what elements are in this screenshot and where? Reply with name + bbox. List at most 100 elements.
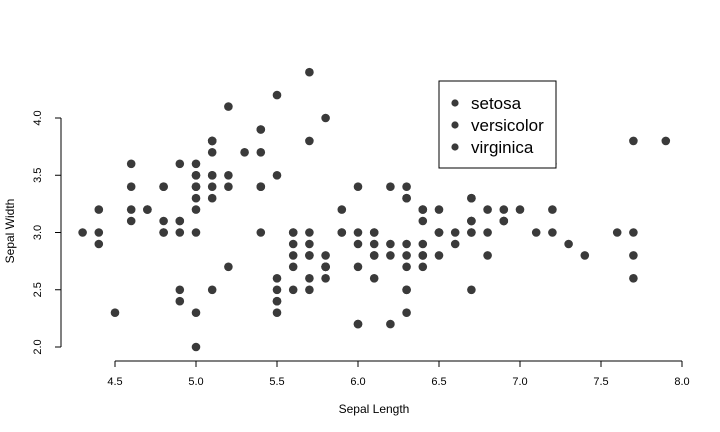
point-virginica: [467, 285, 476, 295]
x-tick-label: 5.5: [269, 376, 284, 388]
point-virginica: [353, 228, 363, 237]
point-setosa: [256, 182, 266, 191]
point-virginica: [175, 285, 185, 295]
point-setosa: [110, 308, 120, 318]
point-versicolor: [450, 239, 460, 249]
point-versicolor: [288, 239, 298, 249]
point-virginica: [612, 228, 622, 237]
point-setosa: [159, 182, 168, 191]
x-tick-label: 7.0: [512, 376, 527, 388]
point-versicolor: [386, 319, 395, 329]
x-tick-label: 6.0: [350, 376, 365, 388]
point-setosa: [224, 171, 233, 180]
legend-label-versicolor: versicolor: [471, 116, 544, 135]
point-versicolor: [353, 262, 363, 272]
point-setosa: [305, 136, 314, 146]
point-setosa: [207, 193, 217, 203]
point-virginica: [564, 239, 573, 249]
point-versicolor: [272, 274, 282, 283]
point-versicolor: [305, 274, 314, 283]
point-setosa: [305, 67, 314, 77]
point-setosa: [94, 228, 104, 237]
point-versicolor: [321, 274, 330, 283]
point-virginica: [434, 228, 444, 237]
point-setosa: [191, 228, 201, 237]
point-setosa: [321, 113, 330, 123]
point-virginica: [402, 182, 411, 191]
y-axis: 2.0 2.5 3.0 3.5 4.0: [32, 110, 62, 355]
point-virginica: [418, 216, 428, 226]
point-virginica: [418, 251, 428, 260]
x-tick-label: 7.5: [593, 376, 608, 388]
point-setosa: [240, 148, 249, 157]
point-setosa: [191, 205, 201, 214]
point-setosa: [191, 182, 201, 191]
x-axis: 4.5 5.0 5.5 6.0 6.5 7.0 7.5 8.0: [107, 360, 690, 388]
point-virginica: [483, 228, 492, 237]
y-tick-label: 2.0: [32, 339, 44, 354]
point-setosa: [207, 148, 217, 157]
x-tick-label: 6.5: [431, 376, 446, 388]
y-tick-label: 2.5: [32, 282, 44, 297]
point-versicolor: [450, 228, 460, 237]
point-virginica: [467, 193, 476, 203]
point-virginica: [499, 216, 509, 226]
point-virginica: [305, 285, 314, 295]
point-versicolor: [305, 228, 314, 237]
point-virginica: [402, 262, 411, 272]
point-virginica: [369, 228, 379, 237]
point-setosa: [126, 205, 136, 214]
point-virginica: [531, 228, 541, 237]
x-tick-label: 5.0: [188, 376, 203, 388]
y-axis-title: Sepal Width: [3, 199, 17, 264]
point-setosa: [126, 216, 136, 226]
point-setosa: [94, 239, 104, 249]
point-versicolor: [256, 228, 266, 237]
point-virginica: [629, 228, 638, 237]
point-virginica: [402, 251, 411, 260]
point-virginica: [580, 251, 590, 260]
point-versicolor: [224, 262, 233, 272]
point-versicolor: [483, 251, 492, 260]
legend: setosa versicolor virginica: [438, 80, 557, 169]
y-tick-label: 3.0: [32, 225, 44, 240]
point-setosa: [207, 182, 217, 191]
point-versicolor: [515, 205, 525, 214]
point-setosa: [126, 159, 136, 169]
point-virginica: [353, 319, 363, 329]
point-virginica: [629, 274, 638, 283]
point-setosa: [159, 228, 168, 237]
point-versicolor: [272, 308, 282, 318]
point-setosa: [224, 102, 233, 111]
point-virginica: [386, 251, 395, 260]
point-versicolor: [305, 251, 314, 260]
point-virginica: [321, 251, 330, 260]
x-axis-title: Sepal Length: [339, 402, 410, 416]
point-virginica: [434, 205, 444, 214]
point-versicolor: [191, 342, 201, 352]
point-virginica: [418, 205, 428, 214]
point-versicolor: [191, 308, 201, 318]
point-virginica: [402, 193, 411, 203]
point-versicolor: [288, 228, 298, 237]
point-virginica: [402, 285, 411, 295]
point-versicolor: [434, 251, 444, 260]
point-setosa: [207, 136, 217, 146]
point-virginica: [418, 262, 428, 272]
point-virginica: [321, 262, 330, 272]
point-virginica: [629, 136, 638, 146]
point-versicolor: [402, 308, 411, 318]
point-setosa: [143, 205, 152, 214]
point-versicolor: [272, 285, 282, 295]
point-setosa: [78, 228, 87, 237]
point-versicolor: [369, 251, 379, 260]
point-virginica: [499, 205, 509, 214]
point-setosa: [94, 205, 104, 214]
legend-marker-versicolor: [451, 121, 459, 129]
legend-marker-virginica: [451, 143, 459, 151]
point-versicolor: [353, 182, 363, 191]
point-virginica: [369, 274, 379, 283]
point-versicolor: [305, 239, 314, 249]
point-virginica: [629, 251, 638, 260]
